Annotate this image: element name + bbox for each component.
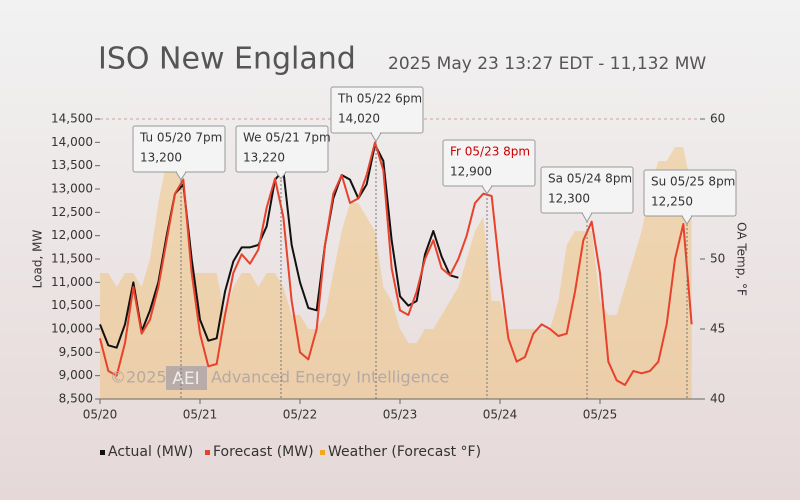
- y2-tick-label: 40: [710, 392, 725, 406]
- x-tick-label: 05/21: [183, 408, 218, 422]
- chart-title: ISO New England: [98, 42, 356, 77]
- y-tick-label: 12,500: [51, 205, 93, 219]
- y-tick-label: 9,000: [59, 368, 93, 382]
- watermark-text: Advanced Energy Intelligence: [211, 368, 449, 387]
- watermark-year: ©2025: [110, 368, 167, 387]
- y-tick-label: 9,500: [59, 345, 93, 359]
- y-tick-label: 12,000: [51, 228, 93, 242]
- chart-subtitle: 2025 May 23 13:27 EDT - 11,132 MW: [388, 54, 706, 74]
- callout-label: Th 05/22 6pm: [337, 92, 422, 106]
- callout-value: 12,900: [450, 165, 492, 179]
- y2-tick-label: 45: [710, 322, 725, 336]
- y-tick-label: 13,500: [51, 158, 93, 172]
- callout-label: Su 05/25 8pm: [651, 175, 735, 189]
- y-tick-label: 8,500: [59, 392, 93, 406]
- series-line: [99, 141, 693, 386]
- y2-axis-label: OA Temp, °F: [735, 222, 749, 296]
- y-tick-label: 14,500: [51, 112, 93, 126]
- watermark-logo-box: [166, 366, 207, 390]
- callout-label: We 05/21 7pm: [243, 131, 331, 145]
- callout-patch: [372, 131, 380, 134]
- callout-patch: [683, 214, 691, 217]
- y-axis-label: Load, MW: [31, 230, 45, 289]
- legend-label: Weather (Forecast °F): [328, 444, 481, 460]
- y-tick-label: 11,000: [51, 275, 93, 289]
- weather-area: [100, 147, 692, 399]
- y2-tick-label: 60: [710, 112, 725, 126]
- callout-value: 13,200: [140, 151, 182, 165]
- callout-label: Sa 05/24 8pm: [548, 172, 632, 186]
- y-tick-label: 14,000: [51, 135, 93, 149]
- x-tick-label: 05/24: [483, 408, 518, 422]
- y-tick-label: 13,000: [51, 182, 93, 196]
- legend-label: Actual (MW): [108, 444, 193, 460]
- callout-label: Tu 05/20 7pm: [139, 131, 222, 145]
- callout-value: 12,250: [651, 195, 693, 209]
- y-tick-label: 11,500: [51, 252, 93, 266]
- legend-swatch: [205, 450, 210, 455]
- y2-tick-label: 50: [710, 252, 725, 266]
- watermark-logo: AEI: [172, 369, 199, 389]
- x-tick-label: 05/22: [283, 408, 318, 422]
- callout-label: Fr 05/23 8pm: [450, 145, 530, 159]
- callout-patch: [483, 184, 491, 187]
- callout-value: 12,300: [548, 192, 590, 206]
- x-tick-label: 05/20: [83, 408, 118, 422]
- legend-label: Forecast (MW): [213, 444, 314, 460]
- x-tick-label: 05/25: [583, 408, 618, 422]
- legend-swatch: [320, 450, 325, 455]
- callout-value: 13,220: [243, 151, 285, 165]
- callout-patch: [583, 211, 591, 214]
- callout-patch: [177, 170, 185, 173]
- x-tick-label: 05/23: [383, 408, 418, 422]
- y-tick-label: 10,000: [51, 322, 93, 336]
- callout-value: 14,020: [338, 112, 380, 126]
- legend-swatch: [100, 450, 105, 455]
- y-tick-label: 10,500: [51, 298, 93, 312]
- callout-patch: [277, 170, 285, 173]
